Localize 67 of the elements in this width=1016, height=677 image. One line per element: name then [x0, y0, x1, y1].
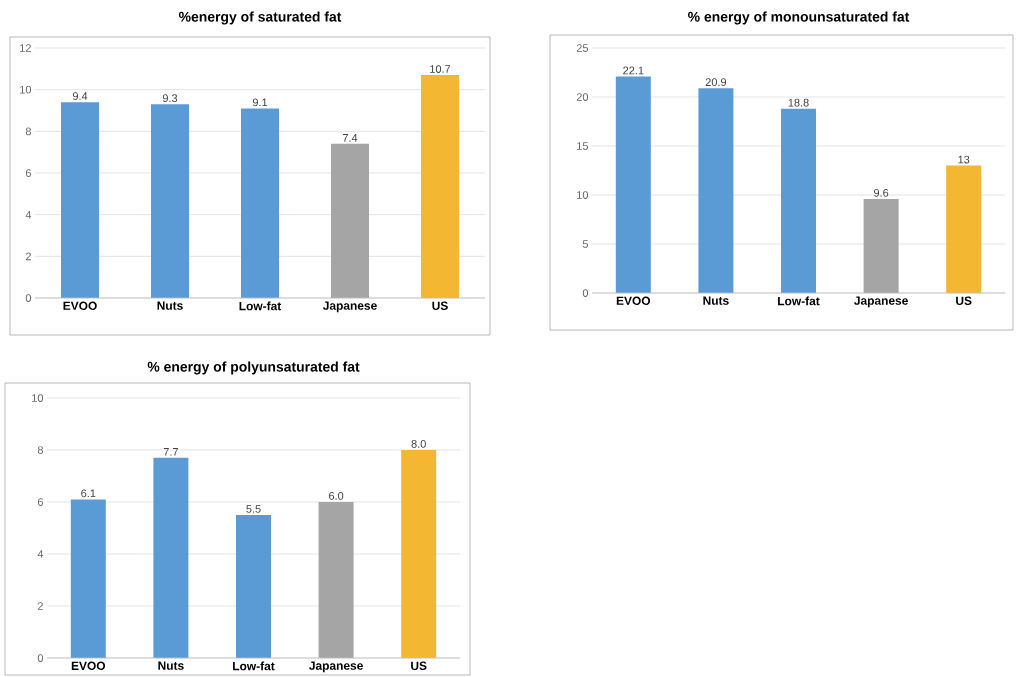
bar [781, 108, 817, 293]
bar [863, 198, 899, 293]
y-tick-label: 25 [576, 44, 589, 52]
bar [153, 457, 189, 659]
y-tick-label: 4 [25, 210, 32, 219]
x-tick-label: EVOO [63, 301, 97, 310]
y-tick-label: 12 [20, 44, 31, 52]
bar [698, 88, 734, 293]
bar [331, 143, 369, 298]
y-tick-label: 2 [37, 602, 43, 610]
y-tick-label: 8 [37, 446, 43, 454]
data-label: 9.4 [72, 92, 88, 100]
bar [946, 165, 982, 293]
bar [61, 102, 99, 298]
y-tick-label: 10 [32, 394, 44, 402]
data-label: 9.6 [874, 188, 889, 197]
data-label: 7.7 [163, 448, 178, 456]
y-tick-label: 10 [577, 191, 589, 199]
bar [70, 499, 106, 659]
y-tick-label: 20 [576, 93, 589, 101]
y-tick-label: 0 [582, 289, 589, 297]
data-label: 9.1 [252, 98, 268, 107]
chart-title: %energy of saturated fat [178, 11, 342, 25]
y-tick-label: 8 [25, 127, 31, 136]
y-tick-label: 0 [37, 654, 44, 662]
bar [318, 502, 354, 659]
data-label: 13 [958, 155, 970, 164]
x-tick-label: Japanese [854, 296, 908, 308]
x-tick-label: Nuts [703, 296, 729, 305]
x-tick-label: Nuts [157, 301, 183, 310]
x-tick-label: Nuts [158, 661, 184, 670]
bar [401, 450, 437, 659]
bar [615, 76, 651, 293]
x-tick-label: Low-fat [233, 661, 275, 671]
data-label: 22.1 [623, 66, 644, 75]
x-tick-label: Japanese [309, 661, 363, 673]
chart-title: % energy of monounsaturated fat [688, 11, 910, 25]
data-label: 5.5 [246, 505, 261, 513]
x-tick-label: EVOO [71, 661, 106, 670]
y-tick-label: 0 [25, 294, 32, 302]
bar [151, 104, 189, 298]
data-label: 20.9 [705, 78, 727, 86]
x-tick-label: Low-fat [778, 296, 820, 306]
x-tick-label: Low-fat [239, 301, 282, 311]
x-tick-label: US [432, 301, 448, 310]
y-tick-label: 15 [577, 142, 589, 150]
data-label: 9.3 [162, 94, 178, 103]
data-label: 7.4 [342, 134, 358, 142]
data-label: 6.1 [81, 489, 96, 498]
data-label: 8.0 [411, 440, 426, 448]
y-tick-label: 10 [20, 85, 32, 94]
bar [236, 515, 271, 659]
chart-title: % energy of polyunsaturated fat [147, 361, 360, 375]
y-tick-label: 6 [37, 498, 43, 506]
y-tick-label: 6 [25, 169, 31, 177]
x-tick-label: Japanese [322, 301, 377, 313]
bar [421, 75, 459, 298]
x-tick-label: US [956, 296, 972, 305]
y-tick-label: 4 [37, 550, 44, 558]
y-tick-label: 5 [582, 240, 589, 248]
data-label: 10.7 [430, 65, 451, 73]
x-tick-label: EVOO [616, 296, 651, 305]
bar [241, 108, 279, 298]
data-label: 6.0 [329, 492, 344, 500]
x-tick-label: US [411, 661, 427, 670]
y-tick-label: 2 [25, 252, 31, 261]
data-label: 18.8 [788, 98, 809, 107]
